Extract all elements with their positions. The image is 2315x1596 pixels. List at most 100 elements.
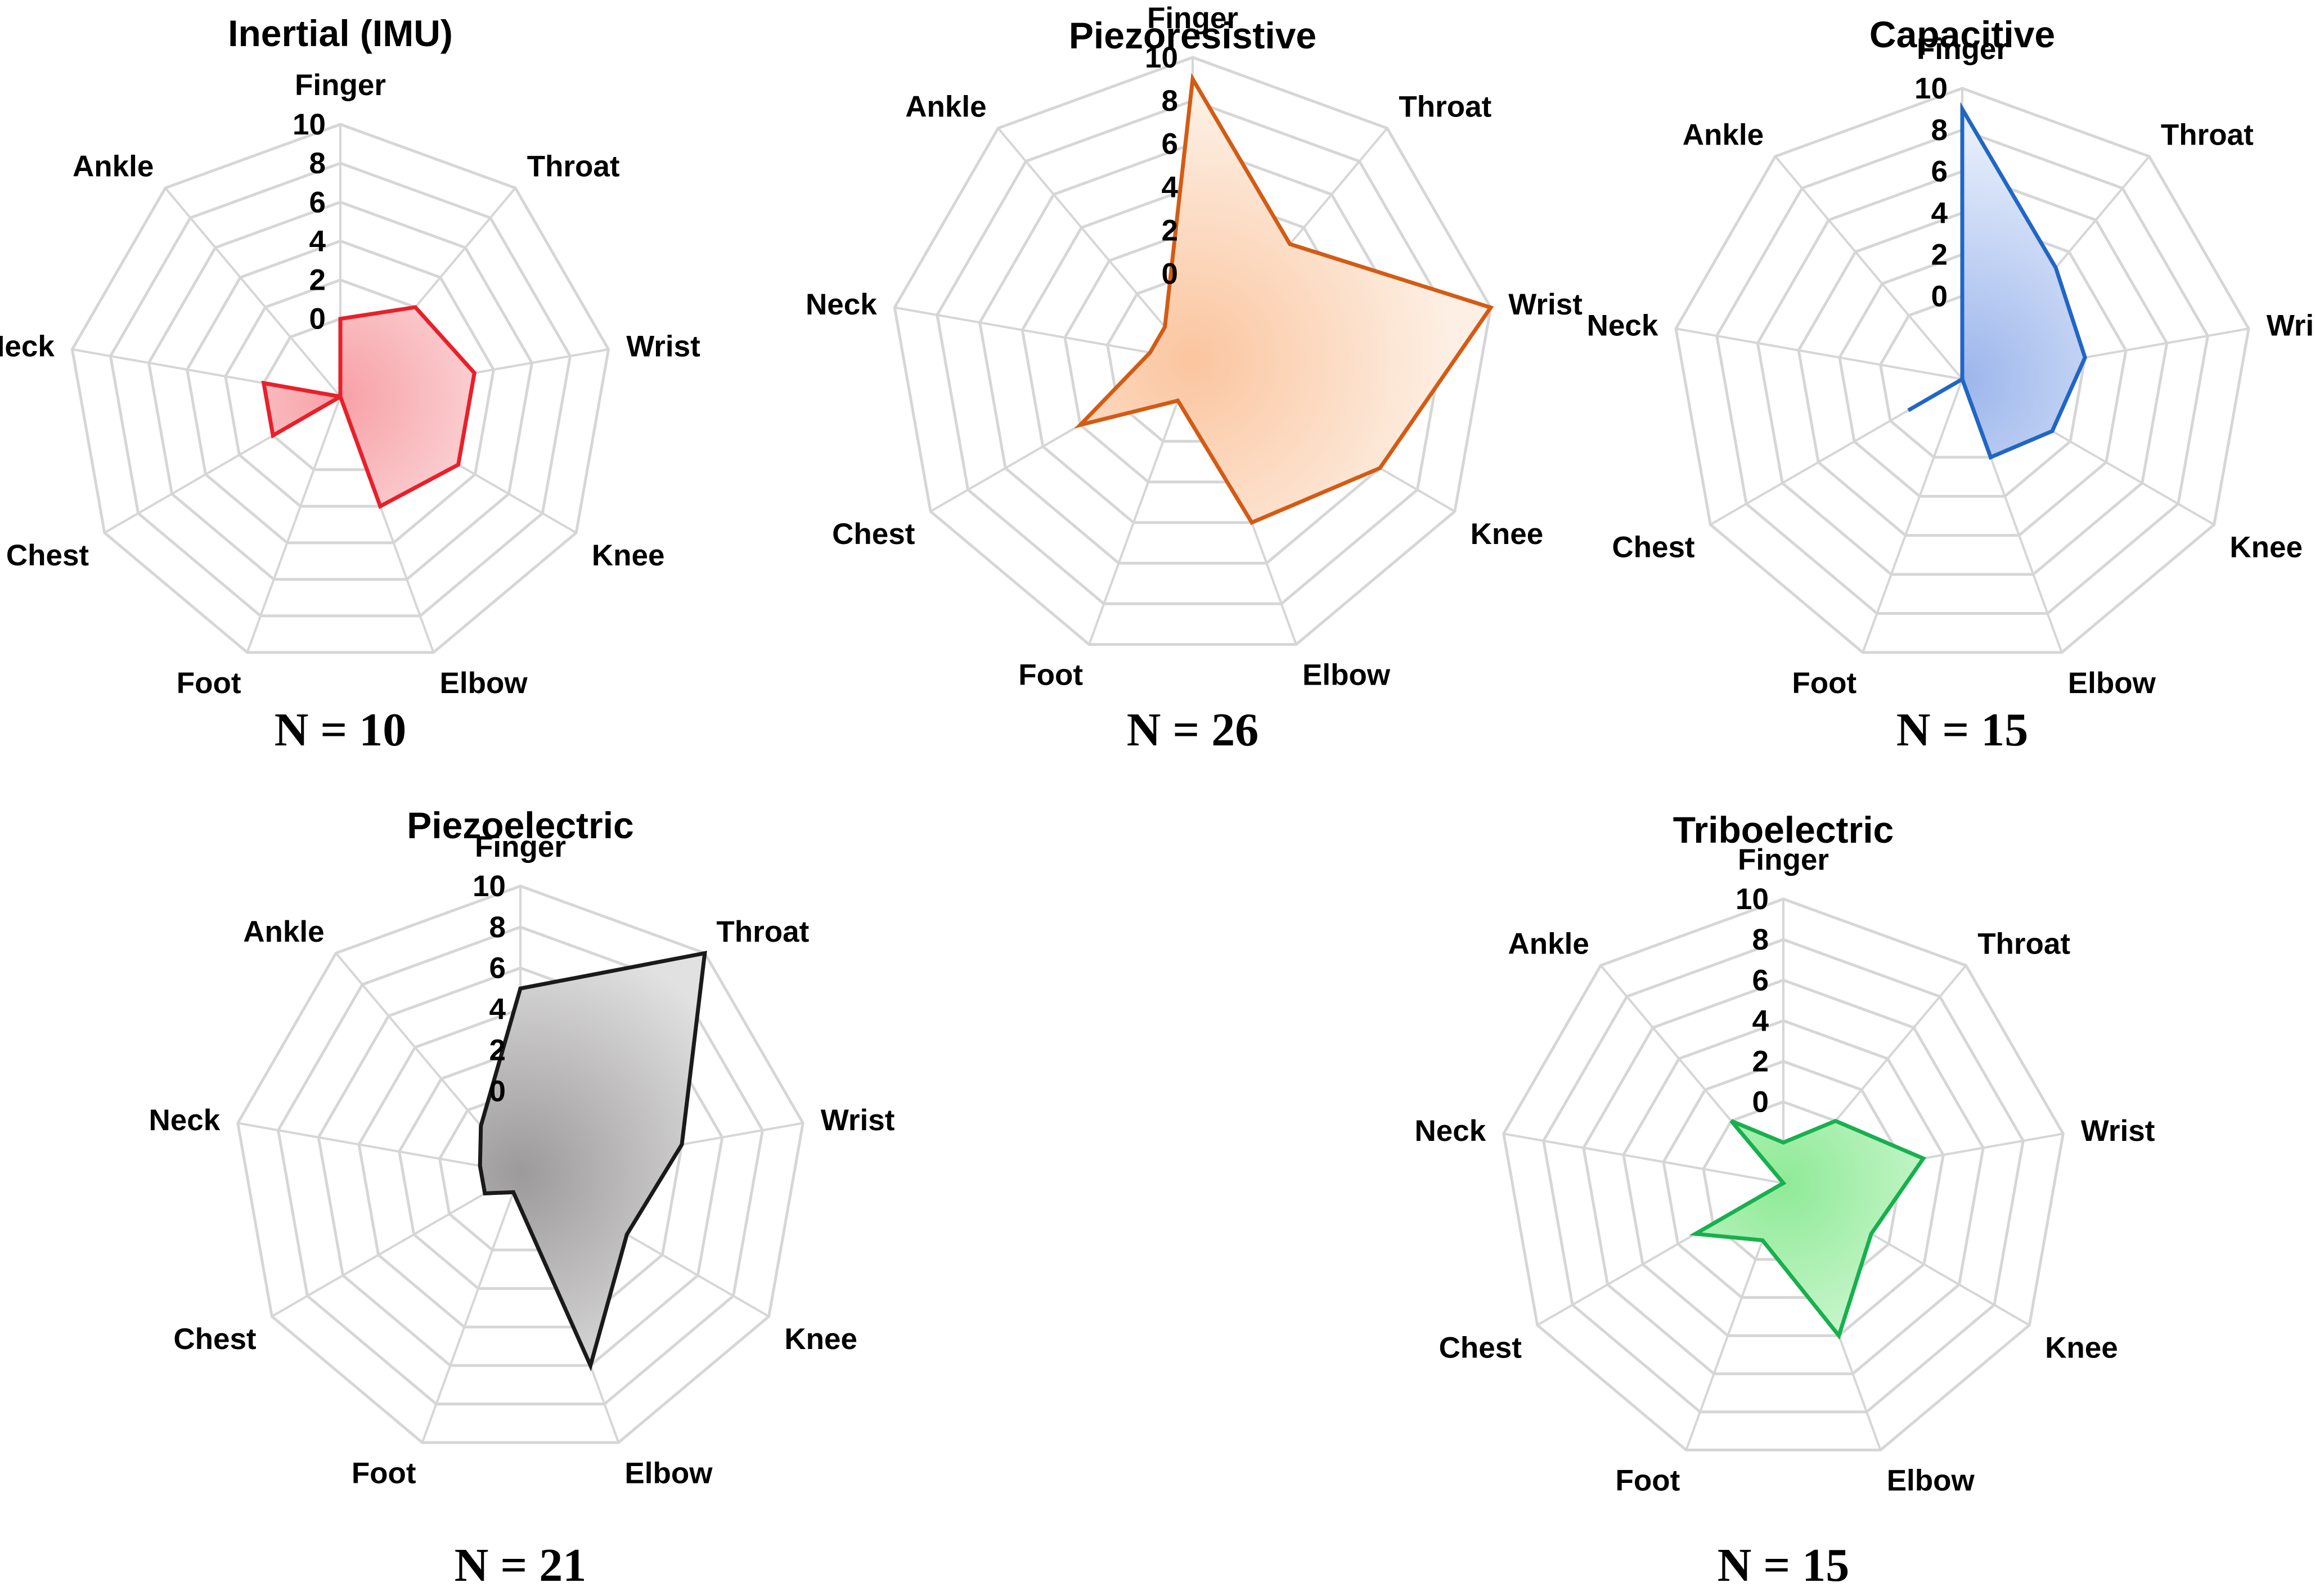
axis-label-throat: Throat — [527, 150, 620, 183]
grid-ring — [936, 99, 1450, 605]
grid-ring — [236, 884, 804, 1444]
grid-ring — [276, 925, 765, 1406]
chart-title: Triboelectric — [1673, 809, 1894, 851]
data-point-finger — [1960, 107, 1965, 111]
data-point-ankle — [1729, 1119, 1733, 1123]
tick-label: 10 — [1914, 72, 1948, 105]
data-point-throat — [413, 305, 417, 309]
data-point-throat — [1288, 242, 1292, 246]
data-point-foot — [511, 1190, 516, 1194]
data-point-throat — [2053, 266, 2058, 270]
tick-label: 2 — [1931, 238, 1948, 271]
tick-label: 0 — [489, 1075, 506, 1108]
series-polygon-inertial-imu — [261, 305, 477, 509]
grid-ring — [147, 200, 534, 581]
data-point-chest — [1906, 408, 1911, 412]
grid-ring — [978, 142, 1408, 565]
data-point-chest — [1078, 422, 1082, 427]
data-point-ankle — [1163, 325, 1167, 329]
axis-label-foot: Foot — [352, 1456, 416, 1490]
data-point-foot — [1176, 398, 1180, 403]
axis-label-ankle: Ankle — [1508, 928, 1589, 961]
data-point-elbow — [588, 1363, 593, 1368]
grid-ring — [1582, 978, 1985, 1375]
axis-label-foot: Foot — [1018, 659, 1083, 692]
grid-spoke — [164, 187, 341, 398]
data-point-knee — [2050, 429, 2055, 433]
data-point-finger — [1190, 77, 1195, 81]
tick-label: 10 — [293, 108, 326, 141]
axis-label-knee: Knee — [2045, 1332, 2118, 1365]
data-point-finger — [338, 317, 343, 321]
axis-label-wrist: Wrist — [626, 330, 700, 363]
series-polygon-piezoresistive — [1074, 73, 1494, 525]
grid-ring — [1797, 211, 2128, 537]
data-point-throat — [703, 951, 707, 955]
tick-label: 2 — [1752, 1045, 1769, 1078]
radar-chart-capacitive: 0 2 4 6 8 10 Finger Throat Wrist Knee Elbow Foot Che… — [1587, 14, 2315, 756]
axis-label-knee: Knee — [2229, 531, 2303, 564]
axis-label-elbow: Elbow — [1887, 1464, 1975, 1498]
grid-spoke — [1088, 359, 1194, 645]
axis-label-wrist: Wrist — [2267, 309, 2315, 343]
grid-spoke — [1774, 155, 1963, 380]
tick-label: 6 — [1931, 155, 1948, 188]
data-point-chest — [1693, 1231, 1698, 1236]
grid-ring — [70, 123, 610, 654]
grid-ring — [185, 239, 496, 545]
data-point-knee — [1378, 466, 1382, 470]
axis-label-elbow: Elbow — [2068, 667, 2156, 700]
data-point-neck — [262, 381, 266, 385]
grid-ring — [1662, 1059, 1905, 1299]
tick-label: 2 — [309, 264, 326, 297]
grid-spoke — [894, 306, 1193, 361]
tick-label: 10 — [1145, 41, 1178, 74]
data-point-wrist — [472, 371, 477, 375]
data-point-elbow — [1249, 520, 1254, 525]
data-point-wrist — [680, 1142, 684, 1147]
grid-spoke — [271, 1172, 521, 1318]
data-point-ankle — [479, 1123, 483, 1128]
axis-label-throat: Throat — [1399, 90, 1491, 123]
axis-label-finger: Finger — [295, 69, 386, 102]
chart-title: Inertial (IMU) — [228, 12, 453, 54]
data-point-foot — [1760, 1238, 1765, 1243]
axis-label-neck: Neck — [1414, 1114, 1486, 1148]
tick-label: 6 — [489, 952, 506, 985]
axis-label-wrist: Wrist — [2081, 1114, 2155, 1148]
data-point-wrist — [2083, 356, 2087, 360]
axis-label-neck: Neck — [1587, 309, 1658, 343]
grid-ring — [1502, 897, 2065, 1451]
axis-label-ankle: Ankle — [1683, 118, 1764, 151]
axis-label-neck: Neck — [0, 330, 55, 363]
tick-label: 6 — [309, 186, 326, 219]
axis-label-foot: Foot — [1616, 1464, 1680, 1498]
data-point-ankle — [338, 394, 343, 399]
data-point-ankle — [1960, 377, 1965, 381]
data-point-knee — [1869, 1231, 1873, 1236]
sample-size-label: N = 10 — [275, 704, 407, 756]
axis-label-neck: Neck — [806, 288, 877, 321]
axis-label-neck: Neck — [149, 1104, 220, 1137]
tick-label: 0 — [309, 303, 326, 336]
axis-label-elbow: Elbow — [1302, 659, 1391, 692]
grid-spoke — [237, 1122, 521, 1174]
axis-label-elbow: Elbow — [440, 667, 528, 700]
series-polygon-piezoelectric — [478, 950, 707, 1372]
tick-label: 0 — [1162, 257, 1178, 290]
axis-label-throat: Throat — [1977, 928, 2070, 961]
axis-label-wrist: Wrist — [821, 1104, 895, 1137]
radar-chart-triboelectric: 0 2 4 6 8 10 Finger Throat Wrist Knee Elbow Foot Che… — [1414, 809, 2155, 1591]
axis-label-elbow: Elbow — [624, 1456, 713, 1490]
axis-label-finger: Finger — [1738, 843, 1829, 876]
tick-label: 4 — [489, 993, 506, 1026]
tick-label: 4 — [1752, 1004, 1769, 1037]
chart-title: Piezoelectric — [407, 804, 634, 846]
axis-label-throat: Throat — [716, 915, 809, 948]
data-point-chest — [271, 433, 275, 438]
data-point-wrist — [1921, 1156, 1926, 1161]
series-polygon-capacitive — [1907, 102, 2087, 460]
radar-chart-inertial-imu: 0 2 4 6 8 10 Finger Throat Wrist Knee Elbow Foot Che… — [0, 12, 700, 756]
series-polygon-triboelectric — [1689, 1118, 1927, 1340]
data-point-elbow — [378, 504, 383, 509]
